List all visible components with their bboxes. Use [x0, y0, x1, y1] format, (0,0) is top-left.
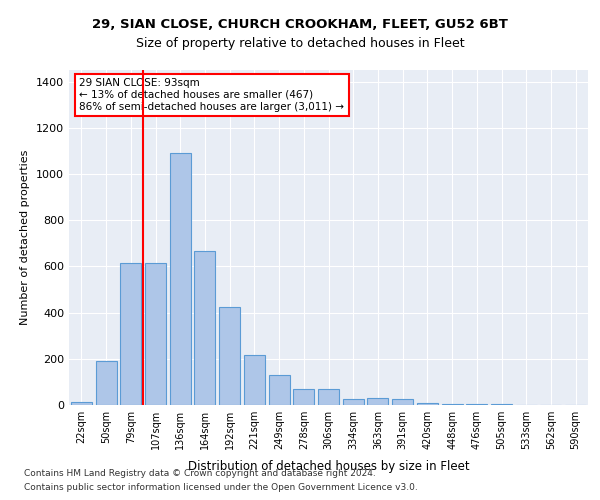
Bar	[392, 399, 413, 405]
Text: 29, SIAN CLOSE, CHURCH CROOKHAM, FLEET, GU52 6BT: 29, SIAN CLOSE, CHURCH CROOKHAM, FLEET, …	[92, 18, 508, 30]
Text: 29 SIAN CLOSE: 93sqm
← 13% of detached houses are smaller (467)
86% of semi-deta: 29 SIAN CLOSE: 93sqm ← 13% of detached h…	[79, 78, 344, 112]
Text: Contains public sector information licensed under the Open Government Licence v3: Contains public sector information licen…	[24, 484, 418, 492]
X-axis label: Distribution of detached houses by size in Fleet: Distribution of detached houses by size …	[188, 460, 469, 473]
Bar	[417, 402, 438, 405]
Bar	[466, 404, 487, 405]
Bar	[244, 356, 265, 405]
Bar	[491, 404, 512, 405]
Y-axis label: Number of detached properties: Number of detached properties	[20, 150, 31, 325]
Text: Size of property relative to detached houses in Fleet: Size of property relative to detached ho…	[136, 38, 464, 51]
Bar	[318, 389, 339, 405]
Bar	[71, 402, 92, 405]
Bar	[145, 263, 166, 405]
Bar	[95, 361, 116, 405]
Bar	[343, 399, 364, 405]
Bar	[219, 307, 240, 405]
Bar	[170, 153, 191, 405]
Bar	[293, 389, 314, 405]
Bar	[269, 375, 290, 405]
Bar	[120, 263, 141, 405]
Bar	[442, 404, 463, 405]
Text: Contains HM Land Registry data © Crown copyright and database right 2024.: Contains HM Land Registry data © Crown c…	[24, 468, 376, 477]
Bar	[194, 252, 215, 405]
Bar	[367, 398, 388, 405]
